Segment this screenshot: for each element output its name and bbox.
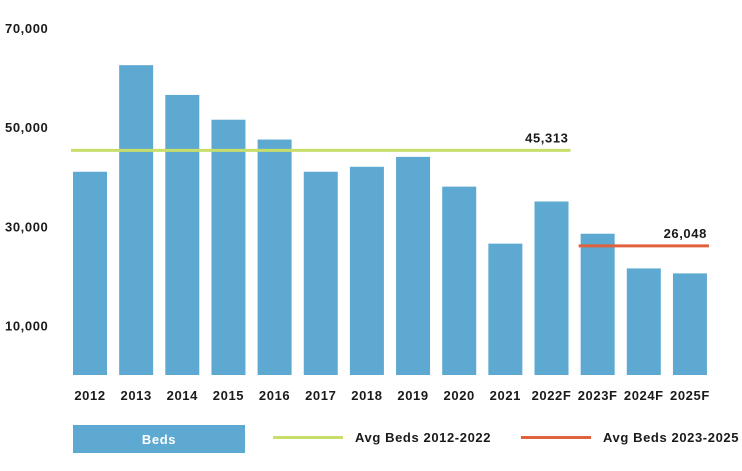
y-tick-label: 30,000	[5, 219, 48, 234]
bar-2025f	[672, 273, 707, 375]
bar-2017	[303, 171, 338, 375]
y-axis-ticks: 10,000 30,000 50,000 70,000	[5, 21, 48, 333]
y-tick-label: 70,000	[5, 21, 48, 36]
bar-2019	[396, 156, 431, 375]
x-tick-label: 2019	[397, 388, 428, 403]
avg-value-label-1: 45,313	[525, 130, 568, 145]
x-tick-label: 2015	[213, 388, 244, 403]
x-tick-label: 2016	[259, 388, 290, 403]
x-tick-label: 2018	[351, 388, 382, 403]
bar-2020	[442, 186, 477, 375]
x-tick-label: 2021	[490, 388, 521, 403]
x-tick-label: 2017	[305, 388, 336, 403]
bar-2024f	[626, 268, 661, 375]
x-tick-label: 2014	[167, 388, 198, 403]
bar-2014	[165, 94, 200, 376]
bar-2018	[349, 166, 384, 375]
y-tick-label: 50,000	[5, 120, 48, 135]
bar-2023f	[580, 233, 615, 375]
bar-2016	[257, 139, 292, 375]
bar-2013	[119, 65, 154, 375]
y-tick-label: 10,000	[5, 318, 48, 333]
bar-2022f	[534, 201, 569, 375]
reference-lines: 45,313 26,048	[71, 130, 709, 248]
x-tick-label: 2022F	[532, 388, 572, 403]
bar-2021	[488, 243, 523, 375]
x-tick-label: 2024F	[624, 388, 664, 403]
x-tick-label: 2012	[74, 388, 105, 403]
bars-group	[73, 65, 707, 376]
x-tick-label: 2025F	[670, 388, 710, 403]
bar-2012	[73, 171, 107, 375]
x-axis-ticks: 2012 2013 2014 2015 2016 2017 2018 2019 2020 2021…	[74, 388, 710, 403]
x-tick-label: 2020	[444, 388, 475, 403]
x-tick-label: 2023F	[578, 388, 618, 403]
x-tick-label: 2013	[120, 388, 151, 403]
bar-2015	[211, 119, 246, 375]
avg-value-label-2: 26,048	[664, 226, 707, 241]
